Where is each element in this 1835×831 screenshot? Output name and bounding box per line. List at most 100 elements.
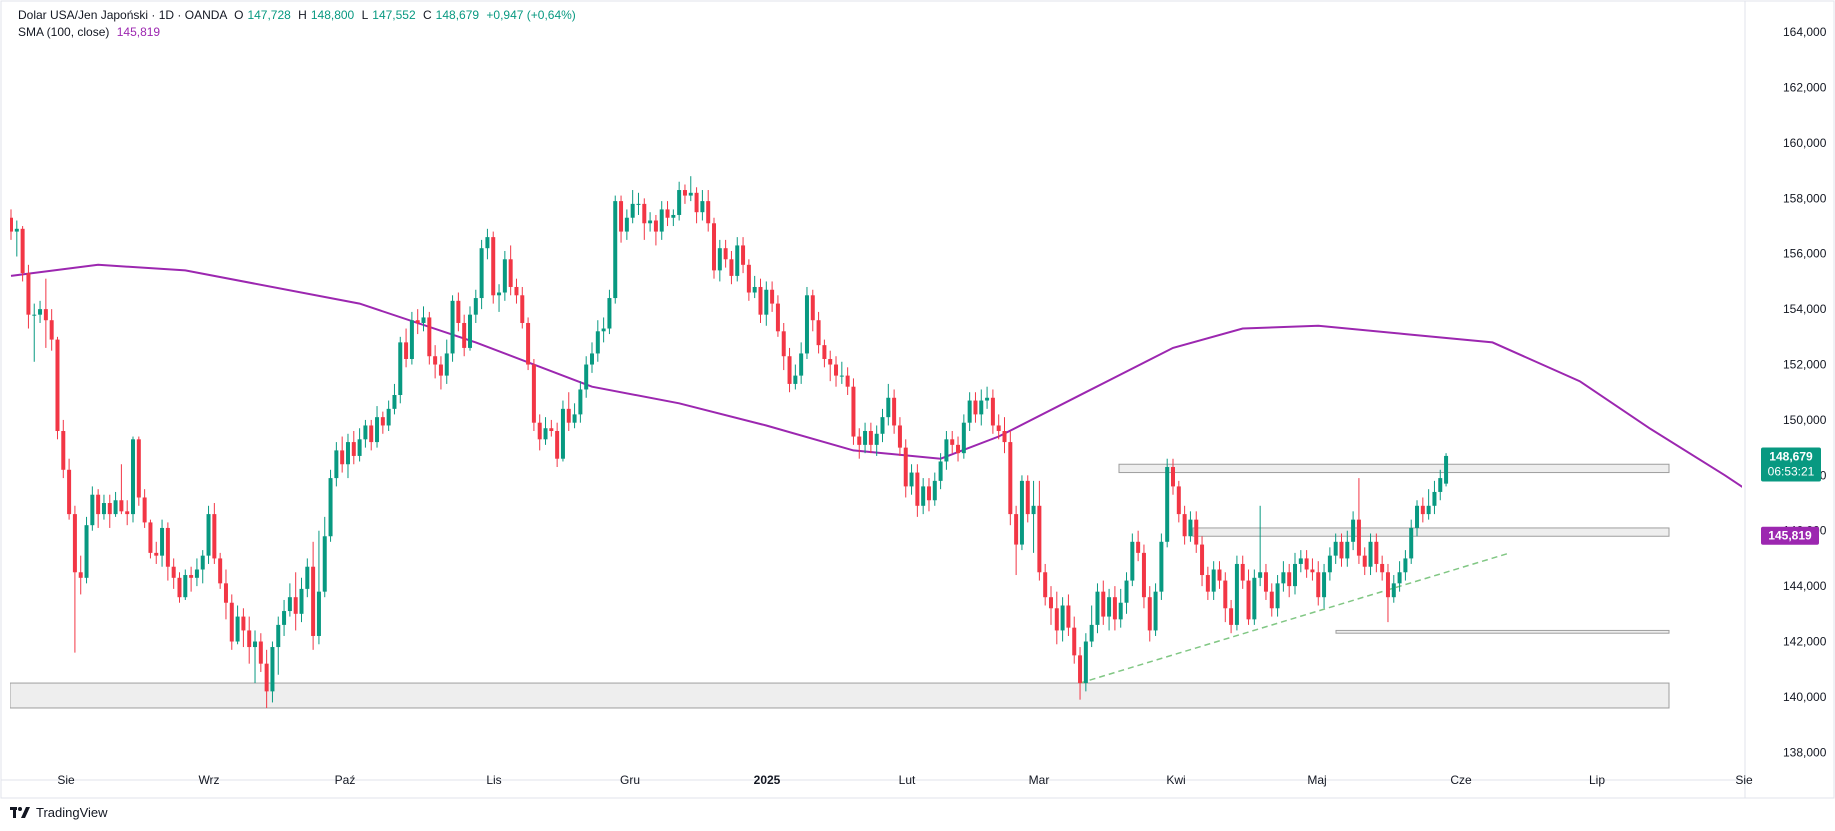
candle-body <box>305 566 310 589</box>
candle-body <box>194 569 199 578</box>
candle-body <box>897 425 902 448</box>
candle-body <box>1293 563 1298 587</box>
candle-body <box>160 527 165 556</box>
tradingview-icon <box>10 806 30 818</box>
candle-body <box>473 298 478 315</box>
candle-body <box>781 331 786 357</box>
candle-body <box>223 583 228 603</box>
candle-body <box>1415 505 1420 528</box>
candle-body <box>276 624 281 648</box>
candle-body <box>886 397 891 418</box>
candle-body <box>834 364 839 376</box>
candle-body <box>415 320 420 323</box>
candle-body <box>787 356 792 384</box>
candle-body <box>404 342 409 359</box>
candle-body <box>1124 580 1129 603</box>
candle-body <box>828 358 833 365</box>
candle-body <box>607 298 612 329</box>
candle-body <box>1083 641 1088 684</box>
time-tick-label: Mar <box>1029 773 1050 787</box>
price-tick-label: 154,000 <box>1783 302 1827 316</box>
candle-body <box>1263 572 1268 592</box>
candle-body <box>590 353 594 365</box>
low-label: L <box>361 8 369 22</box>
candle-body <box>345 442 350 465</box>
symbol-title[interactable]: Dolar USA/Jen Japoński · 1D · OANDA <box>18 8 227 22</box>
candle-body <box>1310 569 1315 573</box>
candle-body <box>229 602 234 642</box>
candle-body <box>520 295 525 323</box>
candle-body <box>450 300 455 354</box>
candle-body <box>1240 563 1245 581</box>
candle-body <box>793 375 798 384</box>
candle-body <box>642 203 647 224</box>
candle-body <box>1444 455 1449 484</box>
candle-body <box>764 289 769 315</box>
candle-body <box>61 431 66 470</box>
candle-body <box>43 309 48 321</box>
candle-body <box>113 500 118 515</box>
candle-body <box>1147 597 1152 631</box>
candle-body <box>1101 591 1106 617</box>
candle-body <box>1031 505 1036 515</box>
candle-body <box>131 439 136 515</box>
candle-body <box>1112 597 1117 620</box>
price-tick-label: 156,000 <box>1783 247 1827 261</box>
candle-body <box>1217 569 1222 581</box>
candle-body <box>148 522 153 553</box>
candle-body <box>375 417 380 443</box>
candle-body <box>514 286 519 296</box>
candle-body <box>1008 442 1013 515</box>
candle-body <box>328 478 333 537</box>
legend-sma: SMA (100, close) 145,819 <box>18 25 160 39</box>
candle-body <box>712 223 717 271</box>
candle-body <box>1356 519 1361 556</box>
candle-body <box>996 425 1001 432</box>
candle-body <box>456 300 461 323</box>
candle-body <box>72 514 77 573</box>
candle-body <box>1159 541 1164 592</box>
candle-body <box>293 597 298 614</box>
time-tick-label: Gru <box>620 773 640 787</box>
candle-body <box>938 461 943 481</box>
price-tick-label: 144,000 <box>1783 579 1827 593</box>
price-axis[interactable]: 138,000140,000142,000144,000146,000148,0… <box>1783 25 1827 759</box>
candle-body <box>624 217 629 232</box>
candle-body <box>200 555 205 570</box>
candle-body <box>1107 597 1112 617</box>
candle-body <box>340 450 345 465</box>
candle-body <box>961 422 966 454</box>
candle-body <box>630 203 635 218</box>
candle-body <box>1333 541 1338 556</box>
candle-body <box>1316 572 1321 598</box>
candle-body <box>868 431 873 445</box>
candle-body <box>177 577 182 598</box>
candle-body <box>636 203 641 205</box>
price-tick-label: 150,000 <box>1783 413 1827 427</box>
candle-body <box>1171 467 1175 487</box>
candle-body <box>67 469 72 515</box>
candle-body <box>1391 583 1396 598</box>
candle-body <box>1339 541 1344 559</box>
candle-body <box>956 444 961 454</box>
candle-body <box>584 364 589 390</box>
candle-body <box>270 647 275 692</box>
candle-body <box>1298 558 1303 564</box>
sma-label[interactable]: SMA (100, close) <box>18 25 110 39</box>
countdown-text: 06:53:21 <box>1768 465 1815 479</box>
candle-body <box>863 431 868 445</box>
tradingview-logo[interactable]: TradingView <box>10 805 108 820</box>
time-axis[interactable]: Sie Wrz Paź Lis Gru 2025 Lut Mar Kwi Maj Cze Lip Sie <box>57 773 1753 787</box>
candle-body <box>613 201 618 299</box>
candle-body <box>508 259 513 287</box>
candle-body <box>1246 580 1251 620</box>
candle-body <box>1002 431 1007 443</box>
candle-body <box>1072 627 1077 656</box>
candle-body <box>804 295 809 354</box>
high-value: 148,800 <box>310 8 355 22</box>
candle-body <box>677 190 682 215</box>
candle-body <box>1205 575 1210 592</box>
candle-body <box>706 201 711 224</box>
candle-body <box>944 439 949 462</box>
